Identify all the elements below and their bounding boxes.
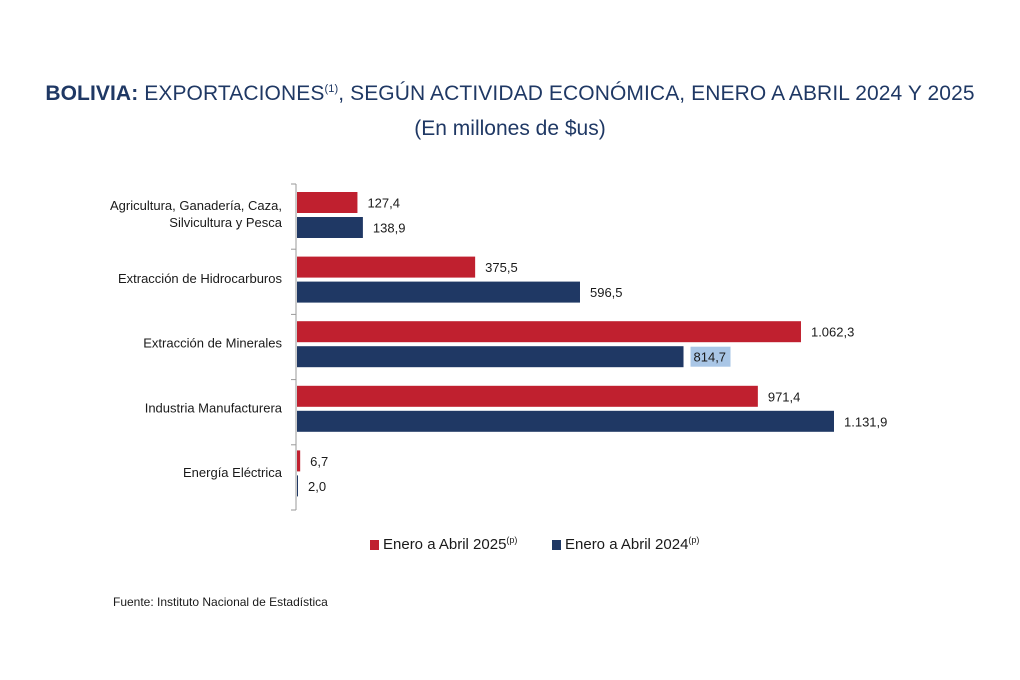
bar [297, 281, 580, 303]
chart-subtitle: (En millones de $us) [414, 117, 606, 140]
category-label: Silvicultura y Pesca [169, 215, 282, 230]
category-label: Agricultura, Ganadería, Caza, [110, 198, 282, 213]
data-label: 138,9 [373, 221, 406, 236]
bar [297, 321, 801, 343]
legend-label: Enero a Abril 2025(p) [383, 535, 517, 553]
title-country: BOLIVIA: [45, 82, 139, 105]
data-label: 2,0 [308, 479, 326, 494]
bar [297, 217, 363, 238]
legend-footnote-mark: (p) [688, 535, 699, 545]
data-label: 1.131,9 [844, 414, 887, 429]
category-label: Energía Eléctrica [183, 465, 283, 480]
category-label: Extracción de Hidrocarburos [118, 271, 283, 286]
data-label: 127,4 [367, 196, 400, 211]
bar-chart: Agricultura, Ganadería, Caza, Silvicultur… [110, 183, 887, 553]
bar [297, 385, 758, 407]
data-label: 6,7 [310, 454, 328, 469]
legend-swatch [552, 540, 561, 550]
chart-title: BOLIVIA: EXPORTACIONES(1), SEGÚN ACTIVID… [0, 82, 1020, 106]
data-label: 596,5 [590, 285, 623, 300]
category-label: Industria Manufacturera [145, 400, 283, 415]
bar [297, 192, 358, 213]
source-note: Fuente: Instituto Nacional de Estadístic… [113, 595, 328, 609]
data-label: 814,7 [694, 350, 727, 365]
legend-series-name: Enero a Abril 2025 [383, 536, 506, 553]
title-main: EXPORTACIONES [138, 82, 325, 105]
bar [297, 450, 301, 472]
data-label-highlight [690, 346, 731, 367]
title-rest: , SEGÚN ACTIVIDAD ECONÓMICA, ENERO A ABR… [338, 82, 975, 105]
category-label: Extracción de Minerales [143, 336, 282, 351]
title-footnote-mark: (1) [324, 83, 339, 95]
data-label: 971,4 [768, 389, 801, 404]
bar [297, 475, 298, 497]
legend-swatch [370, 540, 379, 550]
bar [297, 346, 684, 368]
legend-footnote-mark: (p) [506, 535, 517, 545]
bar [297, 256, 476, 278]
legend-series-name: Enero a Abril 2024 [565, 536, 688, 553]
bar [297, 410, 834, 432]
data-label: 1.062,3 [811, 325, 854, 340]
legend-label: Enero a Abril 2024(p) [565, 535, 699, 553]
data-label: 375,5 [485, 260, 518, 275]
